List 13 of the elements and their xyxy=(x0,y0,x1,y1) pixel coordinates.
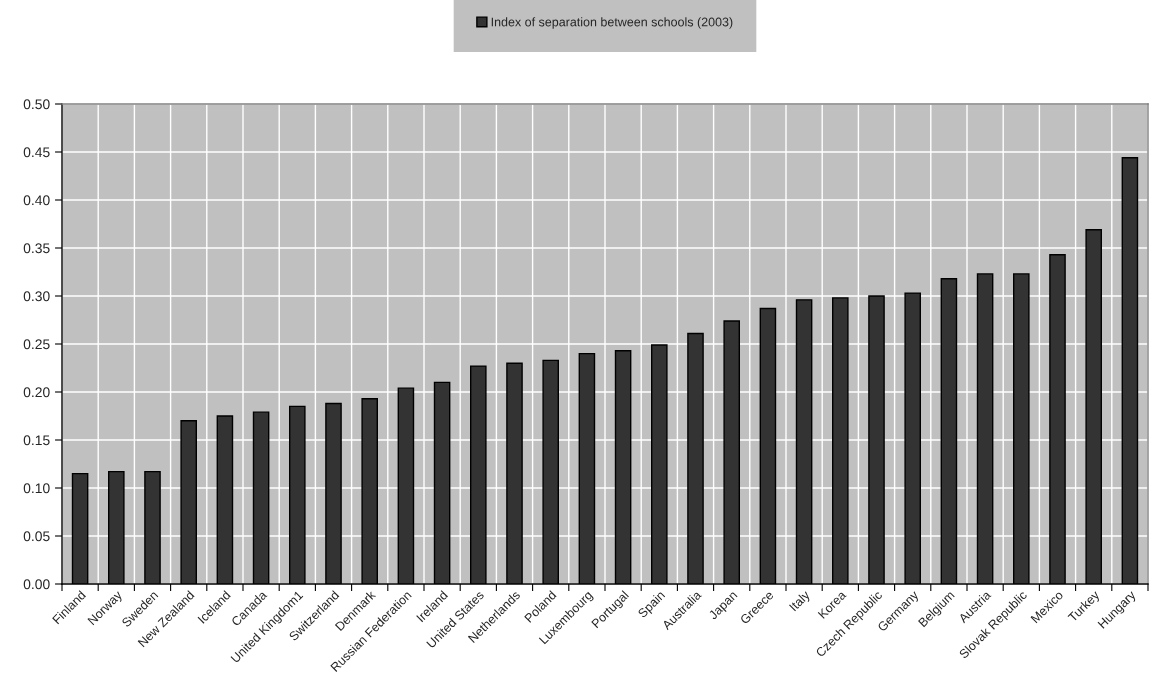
y-tick-label: 0.45 xyxy=(23,147,50,158)
y-tick-label: 0.35 xyxy=(23,243,50,254)
legend-label: Index of separation between schools (2003) xyxy=(491,17,733,29)
y-tick-label: 0.05 xyxy=(23,531,50,542)
y-tick-label: 0.15 xyxy=(23,435,50,446)
y-tick-label: 0.10 xyxy=(23,483,50,494)
y-tick-label: 0.00 xyxy=(23,579,50,590)
y-tick-label: 0.25 xyxy=(23,339,50,350)
x-tick-label: Italy xyxy=(788,589,813,614)
y-tick-label: 0.40 xyxy=(23,195,50,206)
y-tick-label: 0.20 xyxy=(23,387,50,398)
y-tick-label: 0.30 xyxy=(23,291,50,302)
y-tick-label: 0.50 xyxy=(23,99,50,110)
